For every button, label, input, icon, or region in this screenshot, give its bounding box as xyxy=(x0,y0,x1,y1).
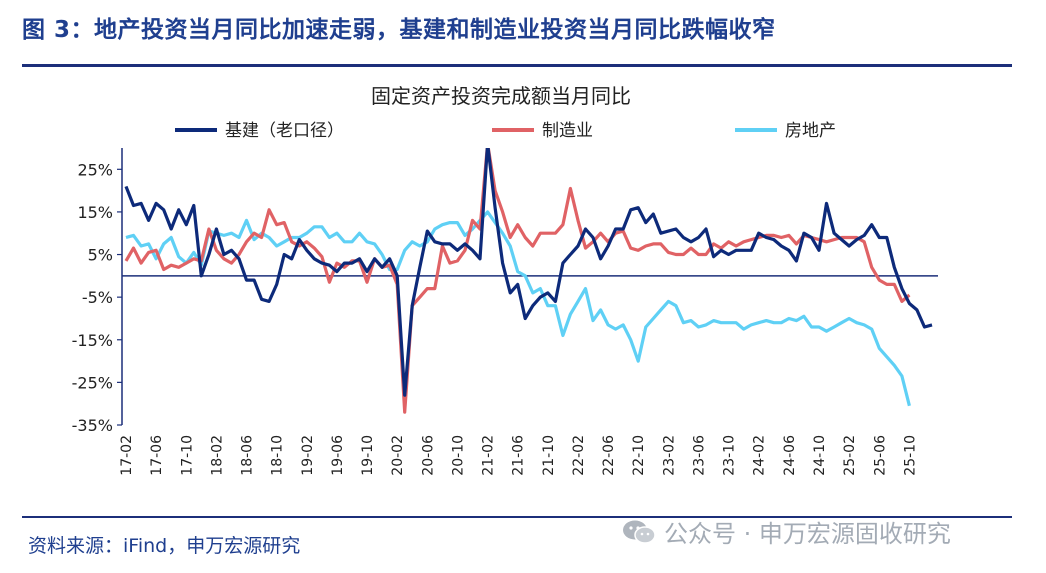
x-tick-label: 25-06 xyxy=(872,435,888,476)
x-tick-label: 25-10 xyxy=(902,435,918,476)
y-tick-label: -5% xyxy=(82,288,113,307)
x-tick-label: 18-06 xyxy=(240,435,256,476)
source-note: 资料来源：iFind，申万宏源研究 xyxy=(28,535,301,557)
chart-title: 固定资产投资完成额当月同比 xyxy=(371,84,631,108)
x-axis: 17-02 17-06 17-10 18-02 18-06 18-10 19-02 19-06… xyxy=(119,275,938,476)
x-tick-label: 19-06 xyxy=(330,435,346,476)
x-tick-label: 22-10 xyxy=(631,435,647,476)
y-tick-label: -15% xyxy=(72,331,113,350)
plot-area xyxy=(124,148,933,414)
series-line-1 xyxy=(124,148,911,414)
y-axis: 25% 15% 5% -5% -15% -25% -35% xyxy=(72,148,123,435)
legend-label: 房地产 xyxy=(785,121,836,141)
y-tick-label: -25% xyxy=(72,373,113,392)
x-tick-label: 24-06 xyxy=(782,435,798,476)
y-tick-label: 25% xyxy=(77,160,113,179)
x-tick-label: 17-02 xyxy=(119,435,135,476)
bottom-divider xyxy=(22,516,1012,518)
x-tick-label: 22-02 xyxy=(571,435,587,476)
x-tick-label: 17-06 xyxy=(149,435,165,476)
x-tick-label: 19-02 xyxy=(300,435,316,476)
series-line-0 xyxy=(124,148,933,397)
figure-title: 图 3：地产投资当月同比加速走弱，基建和制造业投资当月同比跌幅收窄 xyxy=(22,17,776,43)
watermark-text: 公众号 · 申万宏源固收研究 xyxy=(664,520,951,548)
chart-legend: 基建（老口径） 制造业 房地产 xyxy=(175,121,836,141)
x-tick-label: 18-02 xyxy=(209,435,225,476)
y-tick-label: 5% xyxy=(88,246,113,265)
x-tick-label: 24-02 xyxy=(752,435,768,476)
x-tick-label: 23-02 xyxy=(661,435,677,476)
x-tick-label: 22-06 xyxy=(601,435,617,476)
x-tick-label: 21-10 xyxy=(541,435,557,476)
series-line-2 xyxy=(125,210,911,407)
x-tick-label: 20-10 xyxy=(450,435,466,476)
x-tick-label: 21-06 xyxy=(511,435,527,476)
x-tick-label: 19-10 xyxy=(360,435,376,476)
x-tick-label: 17-10 xyxy=(179,435,195,476)
y-tick-label: -35% xyxy=(72,416,113,435)
y-tick-label: 15% xyxy=(77,203,113,222)
x-tick-label: 20-06 xyxy=(420,435,436,476)
wechat-icon xyxy=(623,520,656,544)
x-tick-label: 25-02 xyxy=(842,435,858,476)
legend-label: 基建（老口径） xyxy=(225,121,344,141)
x-tick-label: 20-02 xyxy=(390,435,406,476)
x-tick-label: 18-10 xyxy=(270,435,286,476)
x-tick-label: 24-10 xyxy=(812,435,828,476)
top-divider xyxy=(22,64,1012,67)
x-tick-label: 21-02 xyxy=(481,435,497,476)
watermark: 公众号 · 申万宏源固收研究 xyxy=(622,514,951,549)
legend-label: 制造业 xyxy=(542,121,593,141)
x-tick-label: 23-06 xyxy=(691,435,707,476)
x-tick-label: 23-10 xyxy=(722,435,738,476)
